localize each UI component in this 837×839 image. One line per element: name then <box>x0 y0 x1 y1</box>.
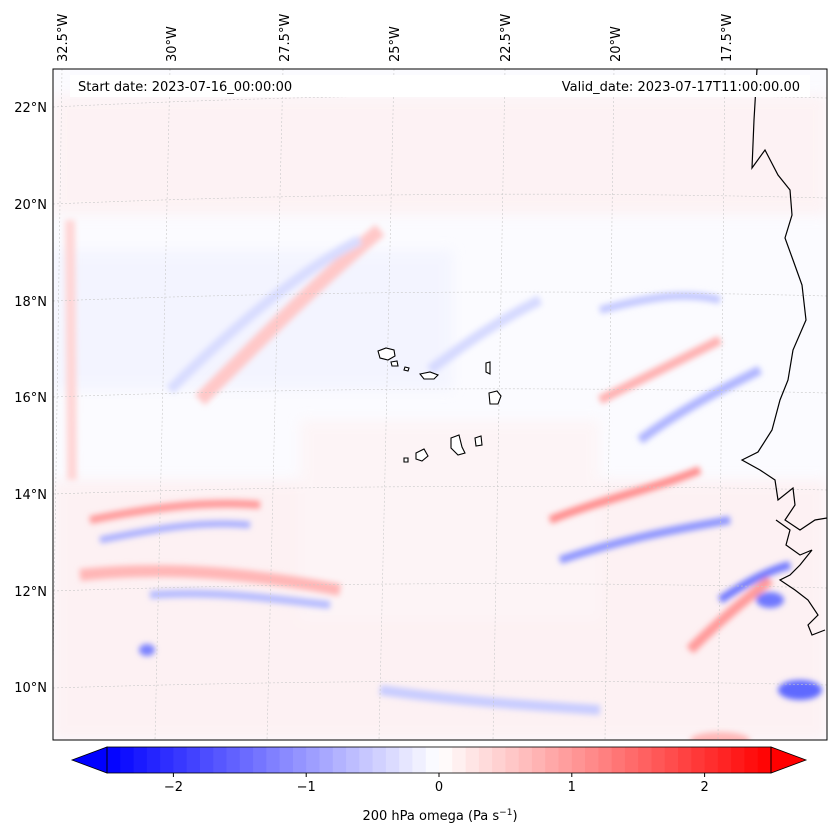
colorbar-swatch <box>651 747 666 773</box>
lat-label: 18°N <box>14 295 47 310</box>
colorbar-swatch <box>611 747 626 773</box>
colorbar-swatch <box>253 747 267 773</box>
colorbar-swatch <box>146 747 161 773</box>
colorbar-swatch <box>213 747 228 773</box>
colorbar-swatch <box>518 747 533 773</box>
lat-label: 12°N <box>14 585 47 600</box>
omega-field <box>53 69 827 740</box>
colorbar-tick-label: −1 <box>297 780 316 795</box>
latitude-labels: 22°N 20°N 18°N 16°N 14°N 12°N 10°N <box>14 101 47 696</box>
colorbar-swatch <box>492 747 506 773</box>
lon-label: 27.5°W <box>278 14 293 62</box>
colorbar-swatch <box>717 747 732 773</box>
colorbar-swatch <box>266 747 281 773</box>
africa-coastline <box>740 69 827 531</box>
colorbar-swatch <box>531 747 546 773</box>
colorbar-swatch <box>452 747 467 773</box>
colorbar-swatch <box>133 747 148 773</box>
lat-label: 16°N <box>14 391 47 406</box>
date-banner <box>70 75 810 97</box>
colorbar-swatch <box>107 747 121 773</box>
colorbar-swatch <box>306 747 320 773</box>
lon-label: 32.5°W <box>56 14 71 62</box>
colorbar-label: 200 hPa omega (Pa s−1) <box>362 808 517 824</box>
colorbar-swatch <box>226 747 241 773</box>
colorbar-swatch <box>571 747 586 773</box>
lat-label: 10°N <box>14 681 47 696</box>
cape-verde-islands <box>377 347 502 463</box>
longitude-labels: 32.5°W 30°W 27.5°W 25°W 22.5°W 20°W 17.5… <box>56 14 735 62</box>
colorbar-swatch <box>439 747 453 773</box>
colorbar-swatch <box>332 747 347 773</box>
colorbar-swatch <box>385 747 400 773</box>
lat-label: 14°N <box>14 488 47 503</box>
colorbar-tick-label: 2 <box>700 780 708 795</box>
lon-label: 22.5°W <box>499 14 514 62</box>
colorbar-swatch <box>292 747 307 773</box>
colorbar-label-exponent: −1 <box>499 808 512 818</box>
colorbar-swatch <box>319 747 334 773</box>
colorbar-swatch <box>412 747 427 773</box>
lat-label: 22°N <box>14 101 47 116</box>
colorbar-swatch <box>160 747 174 773</box>
colorbar-swatch <box>279 747 294 773</box>
colorbar-swatch <box>425 747 440 773</box>
lat-label: 20°N <box>14 198 47 213</box>
colorbar-swatch <box>558 747 573 773</box>
colorbar-extend-max <box>770 746 808 774</box>
lon-label: 20°W <box>609 26 624 62</box>
colorbar-tick-label: −2 <box>164 780 183 795</box>
colorbar-swatch <box>173 747 188 773</box>
colorbar-swatch <box>678 747 692 773</box>
colorbar-swatch <box>505 747 520 773</box>
colorbar-swatch <box>199 747 214 773</box>
map-frame <box>52 68 828 741</box>
lon-label: 30°W <box>165 26 180 62</box>
start-date-label: Start date: 2023-07-16_00:00:00 <box>78 80 292 95</box>
colorbar-tick-label: 1 <box>568 780 576 795</box>
colorbar-swatch <box>372 747 387 773</box>
colorbar-swatch <box>545 747 560 773</box>
colorbar-swatch <box>346 747 360 773</box>
colorbar-ticks: −2 −1 0 1 2 <box>164 773 709 795</box>
valid-date-label: Valid_date: 2023-07-17T11:00:00.00 <box>562 80 800 95</box>
colorbar-swatch <box>239 747 254 773</box>
colorbar-swatch <box>704 747 719 773</box>
colorbar-swatches <box>107 747 772 773</box>
guinea-coastline <box>775 519 826 636</box>
colorbar-swatch <box>465 747 480 773</box>
map-panel: Start date: 2023-07-16_00:00:00 Valid_da… <box>52 68 828 741</box>
colorbar-swatch <box>664 747 679 773</box>
colorbar-swatch <box>359 747 374 773</box>
colorbar-swatch <box>186 747 201 773</box>
colorbar-swatch <box>757 747 772 773</box>
colorbar-swatch <box>624 747 639 773</box>
colorbar-swatch <box>598 747 613 773</box>
colorbar-swatch <box>731 747 745 773</box>
colorbar-swatch <box>478 747 493 773</box>
lon-label: 25°W <box>388 26 403 62</box>
colorbar-tick-label: 0 <box>435 780 443 795</box>
colorbar-label-close: ) <box>512 809 517 824</box>
colorbar-swatch <box>638 747 652 773</box>
lon-label: 17.5°W <box>720 14 735 62</box>
colorbar-swatch <box>120 747 135 773</box>
colorbar-swatch <box>691 747 706 773</box>
colorbar-extend-min <box>70 746 108 774</box>
colorbar: −2 −1 0 1 2 200 hPa omega (Pa s−1) <box>70 746 808 824</box>
colorbar-swatch <box>399 747 413 773</box>
colorbar-label-text: 200 hPa omega (Pa s <box>362 809 499 824</box>
colorbar-swatch <box>585 747 599 773</box>
colorbar-swatch <box>744 747 759 773</box>
